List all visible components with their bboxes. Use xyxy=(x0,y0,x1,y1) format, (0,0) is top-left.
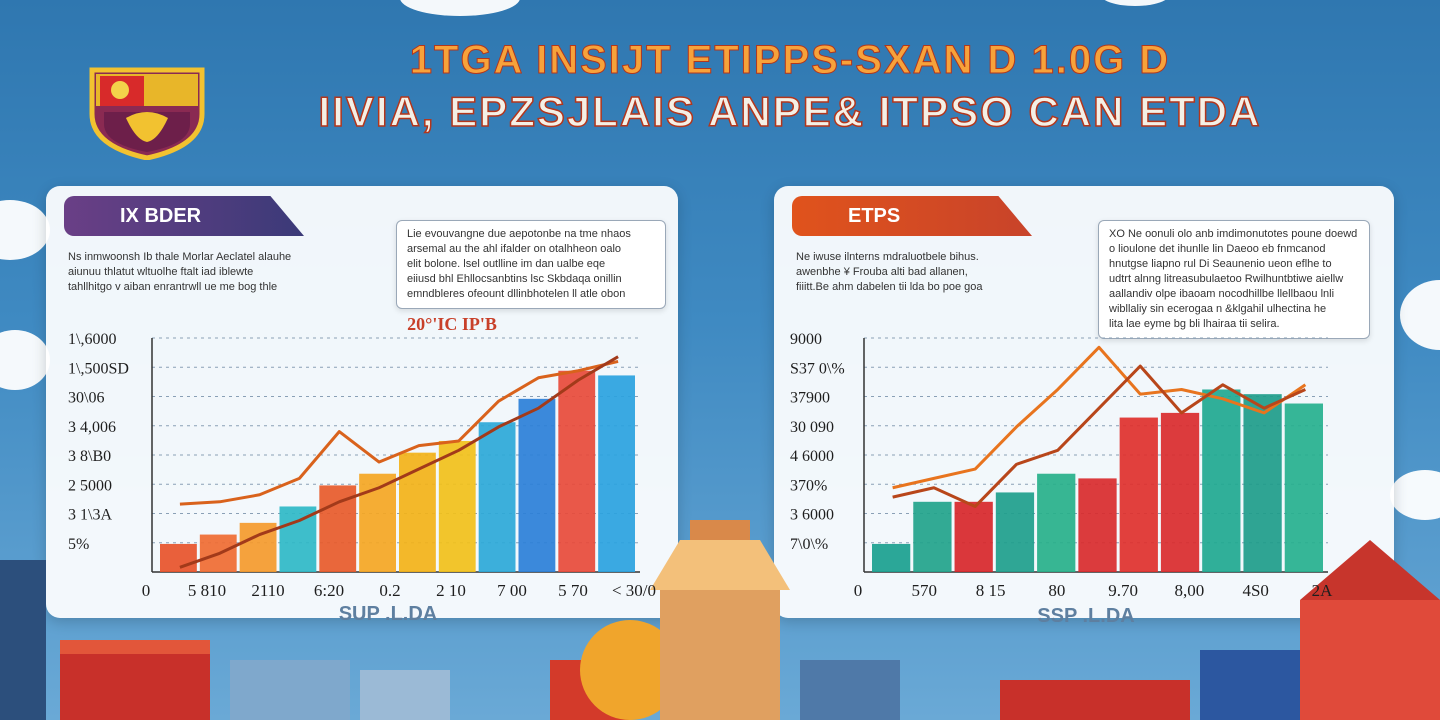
y-tick-label: 4 6000 xyxy=(790,448,834,465)
series-line xyxy=(892,364,1306,508)
series-line xyxy=(179,355,619,569)
note-line: eiiusd bhl Ehllocsanbtins lsc Skbdaqa on… xyxy=(407,273,622,285)
x-tick-label: 6:20 xyxy=(314,581,344,600)
note-line: emndbleres ofeount dllinbhotelen ll atle… xyxy=(407,288,626,300)
page-title: 1TGA INSIJT ETIPPS-SXAN D 1.0G D xyxy=(409,38,1171,83)
y-tick-label: 3 1\3A xyxy=(68,507,112,524)
note-line: o lioulone det ihunlle lin Daeoo eb fnmc… xyxy=(1109,243,1326,255)
x-axis-label: SSP .L.DA xyxy=(1037,605,1134,627)
x-tick-label: 5 810 xyxy=(188,581,226,600)
bar xyxy=(399,452,436,572)
y-tick-label: 3 4,006 xyxy=(68,419,116,436)
cloud xyxy=(400,0,520,16)
panel-tab: ETPS xyxy=(792,196,1032,236)
club-crest-icon xyxy=(89,67,205,160)
chart-annotation: 20°'IC IP'B xyxy=(407,314,497,334)
x-tick-label: 5 70 xyxy=(558,581,588,600)
city-skyline-illustration xyxy=(0,520,1440,720)
y-tick-label: 7\0\% xyxy=(790,536,828,553)
y-tick-label: 5% xyxy=(68,536,89,553)
note-line: hnutgse liapno rul Di Seaunenio ueon efl… xyxy=(1109,258,1332,270)
y-tick-label: 370% xyxy=(790,477,827,494)
bar xyxy=(478,422,516,572)
y-tick-label: S37 0\% xyxy=(790,360,845,377)
x-tick-label: 570 xyxy=(912,581,938,600)
panel-tab: IX BDER xyxy=(64,196,304,236)
page-subtitle: IIVIA, EPZSJLAIS ANPE& ITPSO CAN ETDA xyxy=(318,87,1262,136)
panel-note: Ns inmwoonsh Ib thale Morlar Aeclatel al… xyxy=(68,250,308,295)
bar xyxy=(1078,478,1117,572)
cloud xyxy=(1100,0,1170,6)
bar xyxy=(160,543,197,572)
bar xyxy=(558,370,596,572)
note-line: XO Ne oonuli olo anb imdimonutotes poune… xyxy=(1109,228,1358,240)
note-line: aiunuu thlatut wltuolhe ftalt iad iblewt… xyxy=(68,266,254,278)
y-tick-label: 1\,6000 xyxy=(68,331,116,348)
note-line: Ne iwuse ilnterns mdraluotbele bihus. xyxy=(796,251,979,263)
bar xyxy=(319,485,357,572)
x-tick-label: 9.70 xyxy=(1108,581,1138,600)
series-line xyxy=(892,345,1307,490)
bar xyxy=(1202,389,1241,572)
x-tick-label: 7 00 xyxy=(497,581,527,600)
bar xyxy=(1243,394,1282,572)
bar xyxy=(1160,412,1200,572)
y-tick-label: 9000 xyxy=(790,331,822,348)
series-line xyxy=(179,359,619,506)
bar xyxy=(279,506,317,572)
note-line: udtrt alnng litreasubulaetoo Rwilhuntbti… xyxy=(1109,273,1344,285)
note-line: wibllaliy sin ecerogaa n &klgahil ulhect… xyxy=(1109,303,1327,315)
bar xyxy=(518,398,556,572)
x-tick-label: 2A xyxy=(1312,581,1334,600)
x-axis-label: SUP .L.DA xyxy=(339,603,438,625)
x-tick-label: 8,00 xyxy=(1175,581,1205,600)
x-tick-label: 80 xyxy=(1048,581,1065,600)
x-tick-label: 0 xyxy=(142,581,151,600)
note-line: Ns inmwoonsh Ib thale Morlar Aeclatel al… xyxy=(68,251,292,263)
bar xyxy=(1284,403,1323,572)
bar xyxy=(913,501,952,572)
x-tick-label: 2 10 xyxy=(436,581,466,600)
bar xyxy=(995,492,1035,572)
bar xyxy=(872,543,911,572)
annotation-box: Lie evouvangne due aepotonbe na tme nhao… xyxy=(396,220,666,309)
x-tick-label: 8 15 xyxy=(976,581,1006,600)
x-tick-label: 0 xyxy=(854,581,863,600)
bar xyxy=(598,375,635,572)
note-line: arsemal au the ahl ifalder on otalhheon … xyxy=(407,243,622,255)
panel-note: Ne iwuse ilnterns mdraluotbele bihus. aw… xyxy=(796,250,1036,295)
x-tick-label: 2110 xyxy=(251,581,284,600)
y-tick-label: 37900 xyxy=(790,390,830,407)
bar xyxy=(359,473,396,572)
x-tick-label: < 30/0 xyxy=(612,581,656,600)
cloud xyxy=(1390,470,1440,520)
x-tick-label: 0.2 xyxy=(379,581,400,600)
note-line: Lie evouvangne due aepotonbe na tme nhao… xyxy=(407,228,631,240)
bar xyxy=(954,501,993,572)
bar xyxy=(1119,417,1158,572)
y-tick-label: 2 5000 xyxy=(68,477,112,494)
x-tick-label: 4S0 xyxy=(1242,581,1268,600)
note-line: elit bolone. lsel outlline im dan ualbe … xyxy=(407,258,606,270)
y-tick-label: 3 6000 xyxy=(790,507,834,524)
note-line: aallandiv olpe ibaoam nocodhillbe llellb… xyxy=(1109,288,1335,300)
y-tick-label: 30\06 xyxy=(68,390,104,407)
y-tick-label: 30 090 xyxy=(790,419,834,436)
note-line: lita lae eyme bg bli lhairaa tii selira. xyxy=(1109,318,1280,330)
annotation-box: XO Ne oonuli olo anb imdimonutotes poune… xyxy=(1098,220,1370,339)
note-line: fiiitt.Be ahm dabelen tii lda bo poe goa xyxy=(796,281,983,293)
y-tick-label: 3 8\B0 xyxy=(68,448,111,465)
note-line: tahllhitgo v aiban enrantrwll ue me bog … xyxy=(68,281,278,293)
note-line: awenbhe ¥ Frouba alti bad allanen, xyxy=(796,266,968,278)
y-tick-label: 1\,500SD xyxy=(68,360,129,377)
bar xyxy=(1037,473,1076,572)
bar xyxy=(438,440,476,572)
